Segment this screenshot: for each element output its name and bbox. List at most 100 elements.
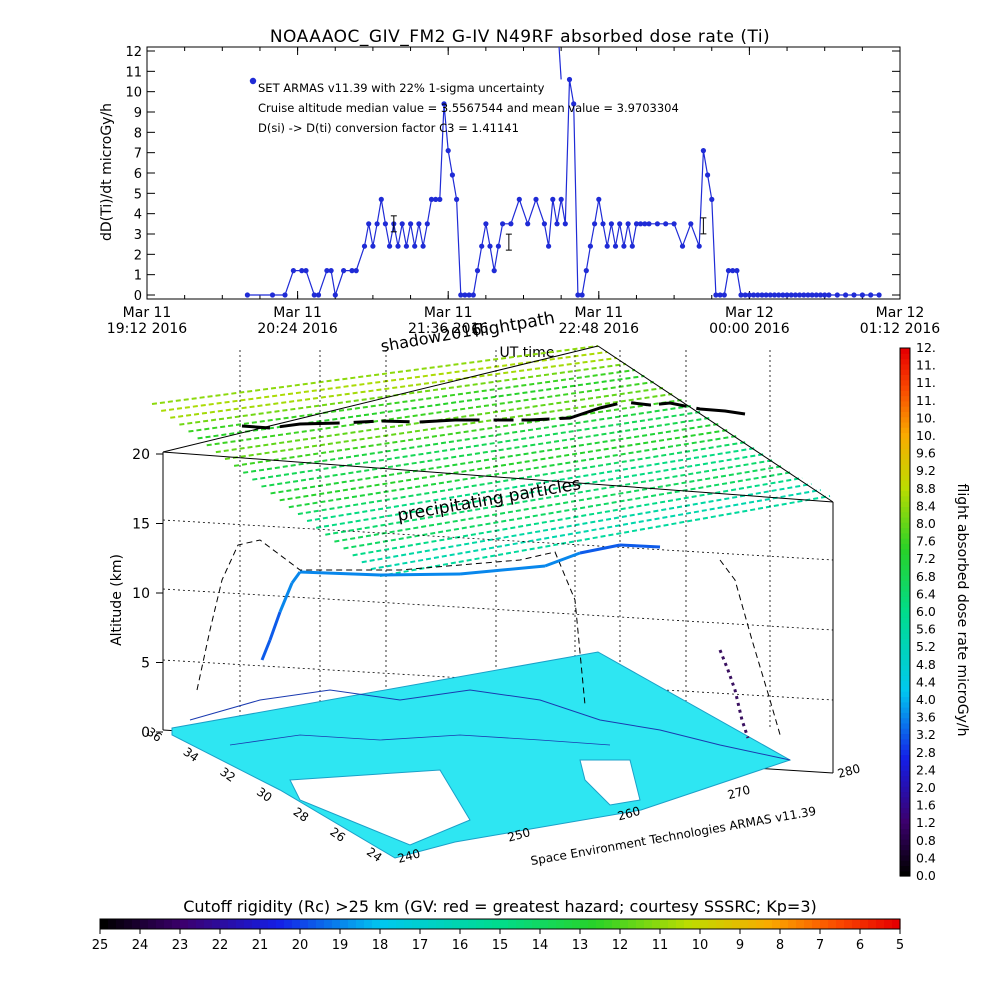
data-point	[868, 292, 874, 298]
y-tick-label: 7	[134, 147, 142, 162]
colorbar-cell	[900, 464, 910, 471]
data-point	[416, 221, 422, 227]
data-point	[366, 221, 372, 227]
colorbar-tick-label: 11.	[916, 358, 936, 373]
rigidity-cell	[812, 919, 821, 929]
colorbar-cell	[900, 664, 910, 671]
colorbar-cell	[900, 469, 910, 476]
data-point	[311, 292, 317, 298]
colorbar-cell	[900, 569, 910, 576]
data-point	[583, 268, 589, 274]
colorbar-cell	[900, 432, 910, 439]
rigidity-cell	[468, 919, 477, 929]
rigidity-cell	[684, 919, 693, 929]
rigidity-cell	[764, 919, 773, 929]
data-point	[408, 221, 414, 227]
colorbar-cell	[900, 844, 910, 851]
data-point	[813, 292, 819, 298]
data-point	[361, 243, 368, 249]
y-tick-label: 3	[134, 228, 142, 243]
box-edge	[597, 345, 834, 503]
rigidity-cell	[484, 919, 493, 929]
lon-tick-label: 250	[506, 825, 532, 844]
rigidity-cell	[524, 919, 533, 929]
shadow-stripe	[170, 357, 617, 419]
data-point	[341, 268, 347, 274]
colorbar-tick-label: 12.	[916, 340, 936, 355]
colorbar-cell	[900, 353, 910, 360]
rigidity-cell	[652, 919, 661, 929]
colorbar-cell	[900, 627, 910, 634]
colorbar-cell	[900, 416, 910, 423]
data-point	[483, 221, 489, 227]
data-point	[433, 196, 439, 202]
shadow-stripe	[334, 465, 784, 543]
rigidity-cell	[884, 919, 893, 929]
colorbar-tick-label: 8.4	[916, 498, 936, 513]
data-point	[441, 101, 447, 107]
data-point	[734, 268, 740, 274]
data-point	[324, 268, 330, 274]
rigidity-tick-label: 14	[532, 938, 549, 953]
rigidity-tick-label: 6	[856, 938, 864, 953]
shadow-stripe	[261, 417, 710, 488]
colorbar-cell	[900, 369, 910, 375]
x-tick-label: Mar 12	[725, 305, 774, 321]
colorbar-cell	[900, 733, 910, 740]
colorbar-tick-label: 3.6	[916, 710, 936, 725]
rigidity-cell	[804, 919, 813, 929]
colorbar-cell	[900, 585, 910, 592]
flight-track-segment	[268, 611, 282, 641]
colorbar-tick-label: 7.6	[916, 534, 936, 549]
colorbar-tick-label: 0.4	[916, 850, 936, 865]
colorbar-cell	[900, 406, 910, 412]
data-point	[479, 243, 485, 249]
data-point	[717, 292, 723, 298]
rigidity-cell	[436, 919, 445, 929]
data-point	[244, 292, 250, 298]
colorbar-cell	[900, 421, 910, 428]
colorbar-tick-label: 2.4	[916, 762, 936, 777]
data-point	[508, 221, 514, 227]
y-tick-label: 5	[134, 187, 142, 202]
rigidity-cell	[444, 919, 453, 929]
colorbar-cell	[900, 384, 910, 391]
colorbar-cell	[900, 564, 910, 571]
rigidity-cell	[836, 919, 845, 929]
x-tick-label: 00:00 2016	[709, 321, 790, 337]
rigidity-cell	[212, 919, 221, 929]
rigidity-cell	[396, 919, 405, 929]
colorbar-tick-label: 2.0	[916, 780, 936, 795]
shadow-stripe	[252, 411, 701, 481]
rigidity-cell	[388, 919, 397, 929]
shadow-stripe	[297, 441, 747, 516]
rigidity-cell	[868, 919, 877, 929]
rigidity-cell	[228, 919, 237, 929]
rigidity-cell	[740, 919, 749, 929]
rigidity-cell	[660, 919, 669, 929]
projection-line	[719, 559, 782, 739]
data-point	[805, 292, 811, 298]
data-point	[788, 292, 794, 298]
colorbar-cell	[900, 685, 910, 692]
z-tick-label: 10	[132, 586, 150, 602]
shadow-stripe	[352, 477, 803, 557]
data-point	[746, 292, 753, 298]
rigidity-cell	[668, 919, 677, 929]
colorbar-cell	[900, 786, 910, 793]
data-point	[587, 243, 594, 249]
rigidity-tick-label: 19	[332, 938, 349, 953]
rigidity-tick-label: 7	[816, 938, 824, 953]
rigidity-cell	[796, 919, 805, 929]
colorbar-cell	[900, 707, 910, 713]
colorbar-cell	[900, 532, 910, 539]
colorbar-cell	[900, 480, 910, 486]
shadow-stripe	[343, 471, 794, 550]
x-tick-label: Mar 12	[876, 305, 925, 321]
colorbar-cell	[900, 738, 910, 745]
colorbar-tick-label: 4.8	[916, 657, 936, 672]
lon-tick-label: 240	[396, 846, 422, 865]
annotation-line: Cruise altitude median value = 3.5567544…	[258, 101, 679, 115]
rigidity-cell	[556, 919, 565, 929]
